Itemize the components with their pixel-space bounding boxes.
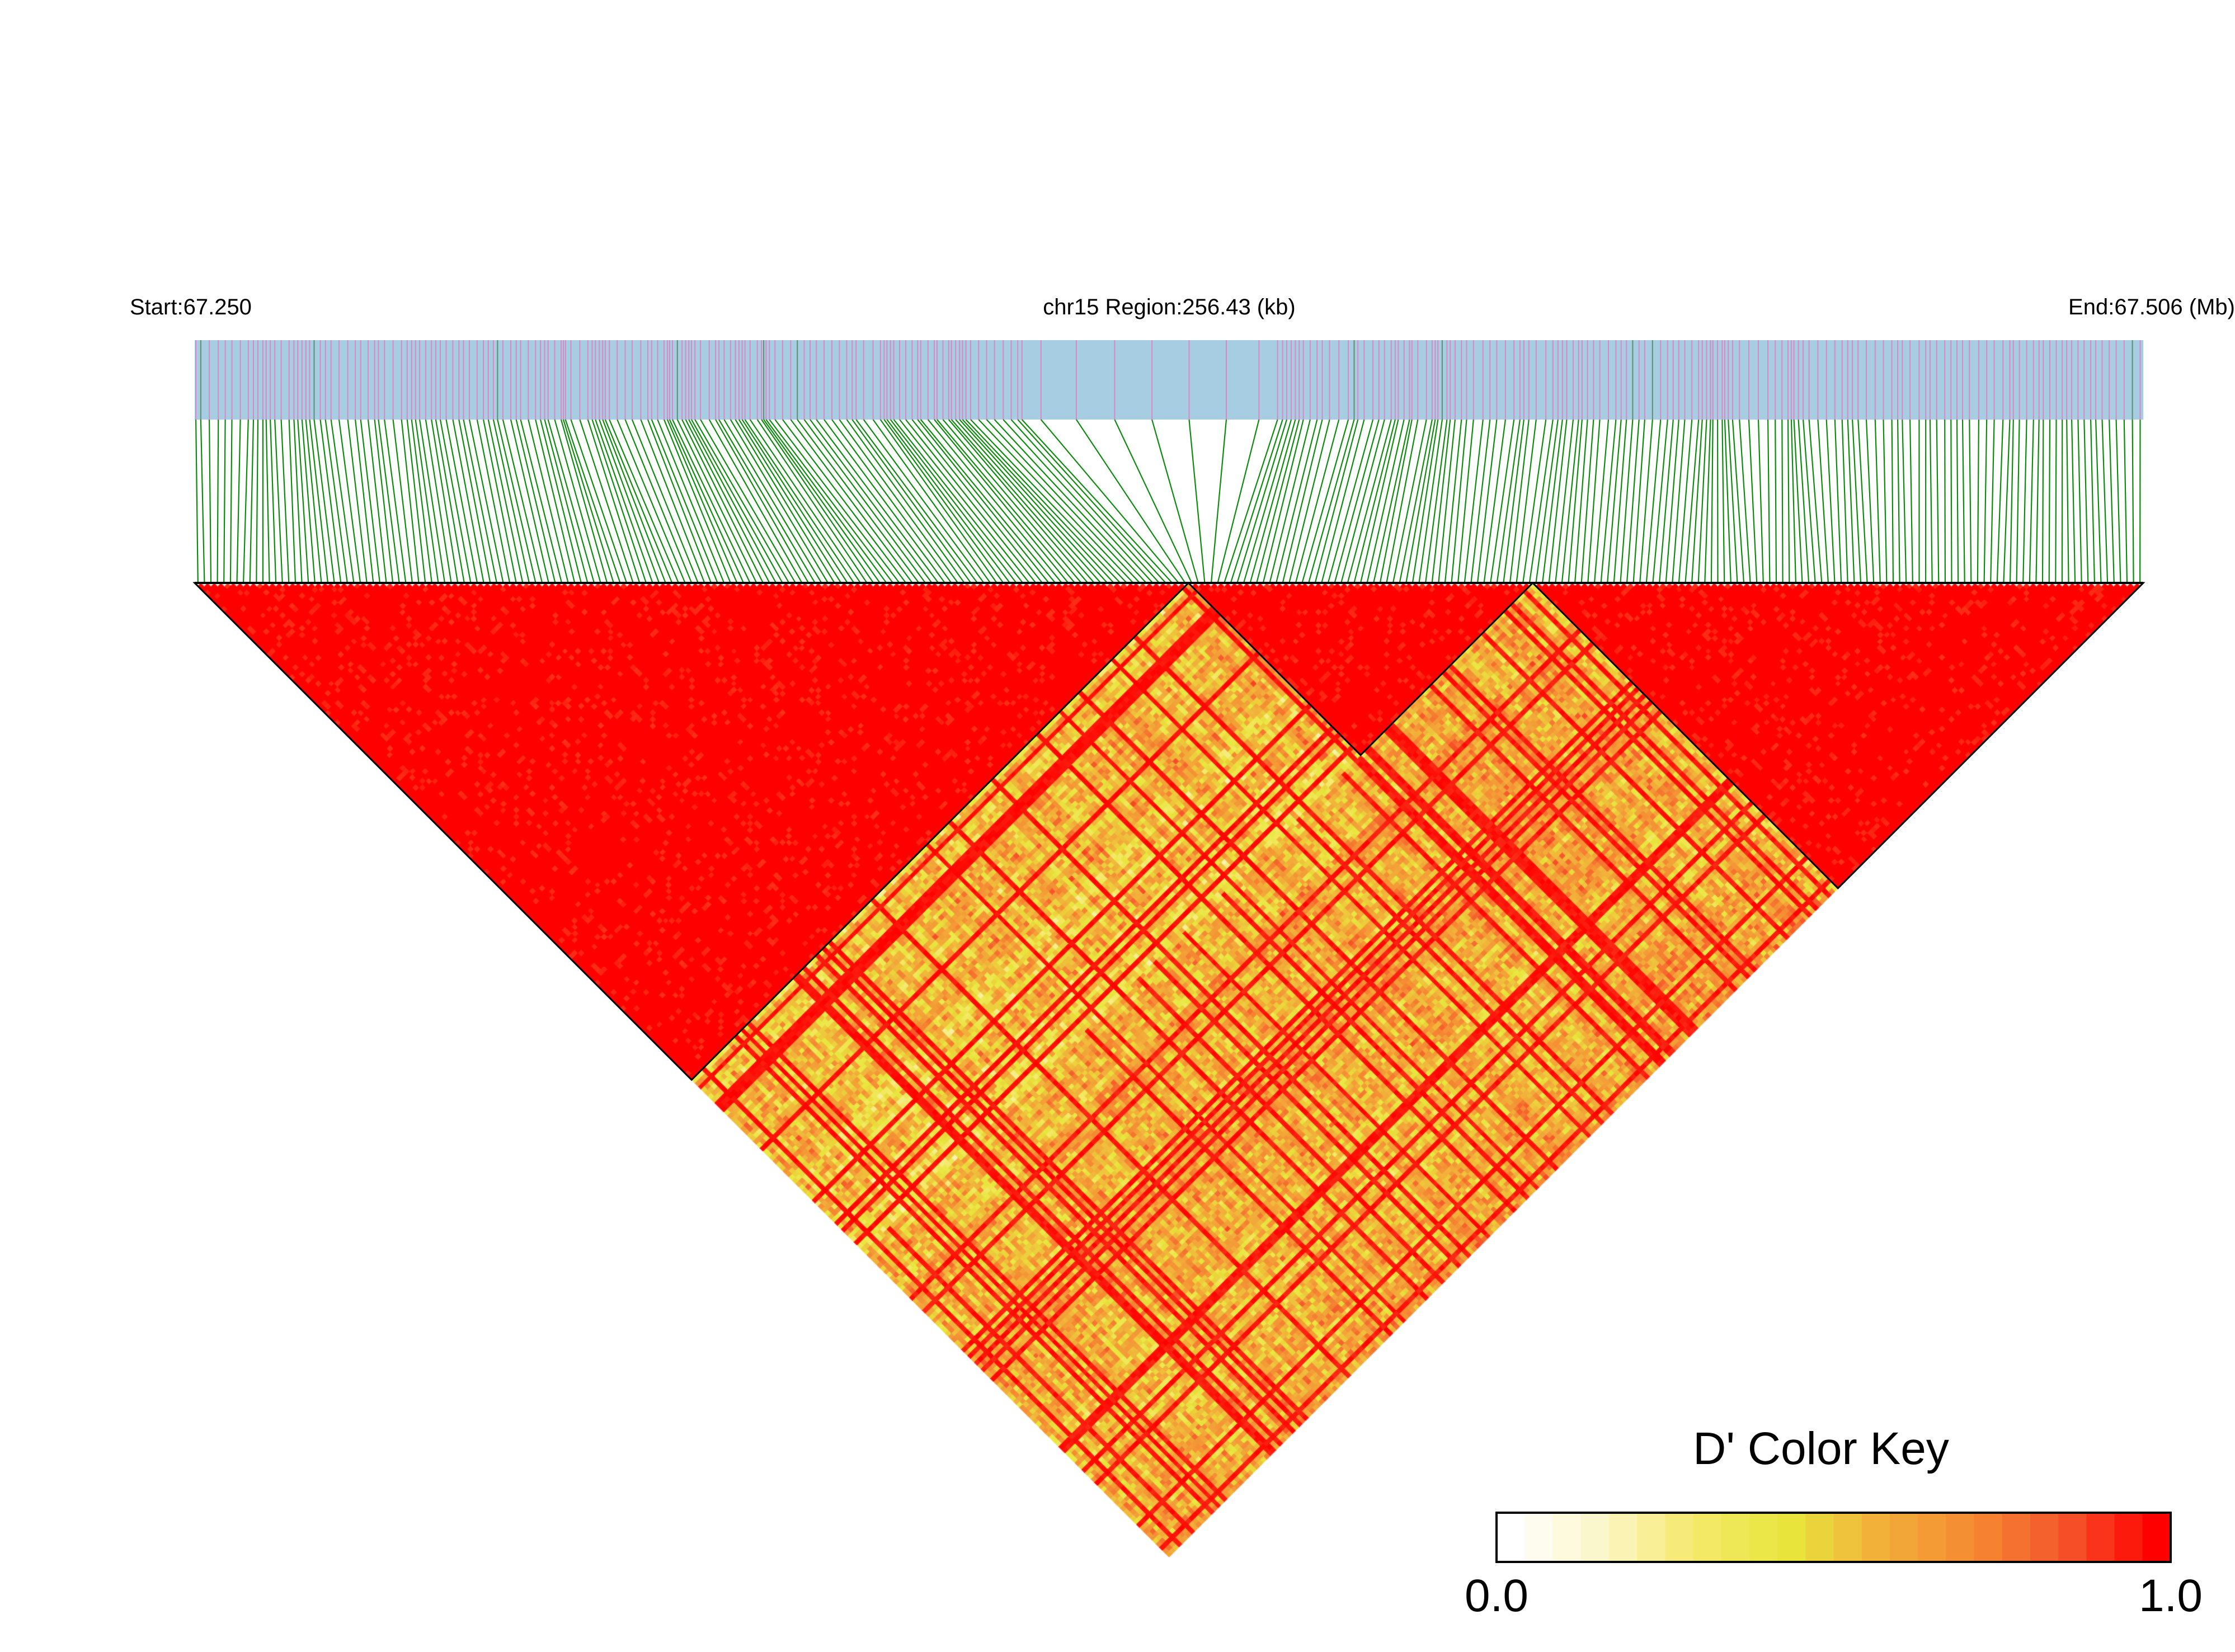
start-label: Start:67.250 bbox=[130, 295, 252, 319]
color-key-max-label: 1.0 bbox=[2139, 1570, 2203, 1621]
region-label: chr15 Region:256.43 (kb) bbox=[1043, 295, 1295, 319]
color-key-frame bbox=[1495, 1512, 2172, 1563]
color-key: D' Color Key 0.0 1.0 bbox=[1465, 1423, 2203, 1621]
end-label: End:67.506 (Mb) bbox=[2068, 295, 2235, 319]
snp-position-track bbox=[195, 340, 2143, 420]
color-key-min-label: 0.0 bbox=[1465, 1570, 1528, 1621]
color-key-title: D' Color Key bbox=[1693, 1423, 1949, 1474]
dprime-heatmap-cells bbox=[195, 583, 2143, 1558]
snp-connector-lines bbox=[195, 419, 2141, 583]
gene-track-background bbox=[195, 340, 2143, 420]
snp-ticks bbox=[195, 340, 2141, 420]
ld-heatmap bbox=[192, 582, 2145, 1558]
color-key-gradient bbox=[1497, 1513, 2171, 1562]
ld-block-outlines bbox=[192, 582, 2145, 1081]
